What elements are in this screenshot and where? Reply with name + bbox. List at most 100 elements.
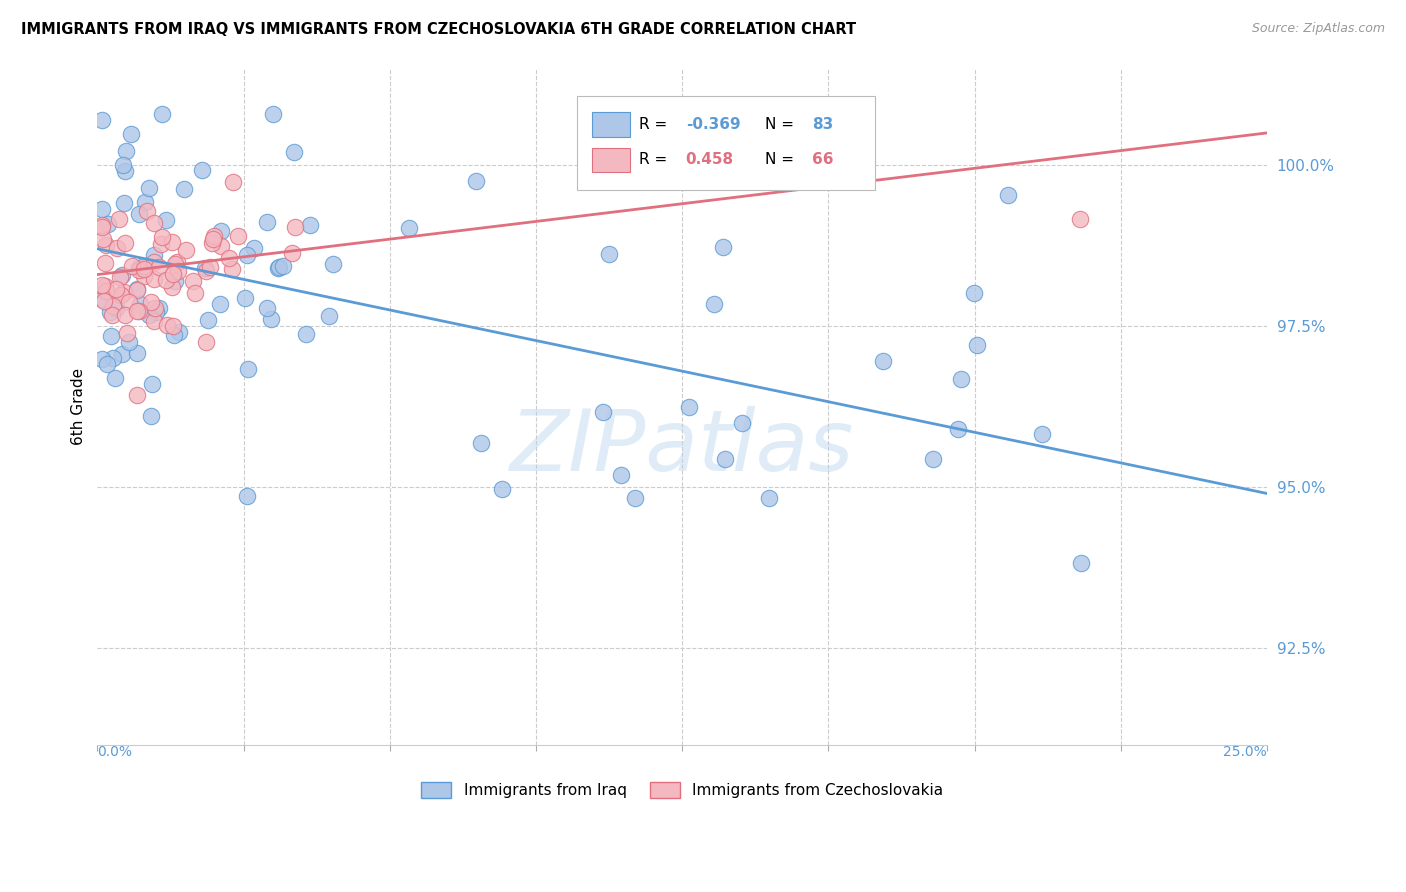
Point xyxy=(197,312,219,326)
Point xyxy=(91,352,114,367)
Point xyxy=(236,361,259,376)
Point xyxy=(592,404,614,418)
Point xyxy=(243,240,266,254)
Point xyxy=(922,452,945,467)
Point xyxy=(145,305,167,319)
Point xyxy=(125,304,148,318)
Point xyxy=(202,228,225,243)
Point xyxy=(160,235,183,249)
Text: IMMIGRANTS FROM IRAQ VS IMMIGRANTS FROM CZECHOSLOVAKIA 6TH GRADE CORRELATION CHA: IMMIGRANTS FROM IRAQ VS IMMIGRANTS FROM … xyxy=(21,22,856,37)
Text: 25.0%: 25.0% xyxy=(1223,745,1267,758)
Point xyxy=(111,268,134,282)
Point xyxy=(125,346,148,360)
Point xyxy=(91,277,114,292)
Point xyxy=(949,372,972,386)
Point xyxy=(121,259,143,273)
Point xyxy=(295,327,318,342)
Point xyxy=(758,491,780,506)
Point xyxy=(198,260,221,274)
Point xyxy=(470,435,492,450)
Point xyxy=(156,318,179,333)
Point xyxy=(132,259,155,273)
Point xyxy=(94,285,117,299)
Point xyxy=(201,232,224,246)
Point xyxy=(128,263,150,277)
Point xyxy=(298,218,321,232)
Point xyxy=(283,145,305,159)
Y-axis label: 6th Grade: 6th Grade xyxy=(72,368,86,445)
Point xyxy=(101,308,124,322)
Point xyxy=(946,421,969,435)
Point xyxy=(91,292,114,306)
Point xyxy=(872,354,894,368)
Point xyxy=(226,229,249,244)
Point xyxy=(191,163,214,178)
Point xyxy=(163,274,186,288)
Point xyxy=(142,255,165,269)
Point xyxy=(128,303,150,318)
Point xyxy=(233,291,256,305)
Point xyxy=(731,416,754,430)
Point xyxy=(91,113,114,128)
Point xyxy=(103,351,125,366)
Point xyxy=(262,106,284,120)
Point xyxy=(101,299,124,313)
Point xyxy=(148,260,170,275)
Point xyxy=(114,309,136,323)
Point xyxy=(100,329,122,343)
Point xyxy=(112,196,135,211)
Text: -0.369: -0.369 xyxy=(686,117,741,132)
Text: R =: R = xyxy=(638,153,676,168)
Point xyxy=(134,262,156,277)
Point xyxy=(713,451,735,466)
Point xyxy=(138,308,160,322)
Point xyxy=(114,164,136,178)
Point xyxy=(111,347,134,361)
Point xyxy=(271,259,294,273)
Point xyxy=(91,220,114,235)
Point xyxy=(91,218,114,232)
Point xyxy=(139,295,162,310)
Point xyxy=(150,230,173,244)
Point xyxy=(281,246,304,260)
Point xyxy=(181,274,204,288)
Point xyxy=(166,254,188,268)
Point xyxy=(91,202,114,216)
Point xyxy=(105,241,128,255)
Point xyxy=(284,220,307,235)
Point xyxy=(1069,212,1091,227)
Point xyxy=(194,261,217,276)
Point xyxy=(160,279,183,293)
Point xyxy=(167,326,190,340)
Point xyxy=(94,238,117,252)
Point xyxy=(236,489,259,503)
Point xyxy=(108,212,131,227)
Point xyxy=(128,261,150,276)
Point xyxy=(162,267,184,281)
FancyBboxPatch shape xyxy=(576,95,875,190)
Point xyxy=(218,251,240,265)
Point xyxy=(97,217,120,231)
Text: ZIPatlas: ZIPatlas xyxy=(510,406,855,489)
Point xyxy=(209,224,232,238)
Legend: Immigrants from Iraq, Immigrants from Czechoslovakia: Immigrants from Iraq, Immigrants from Cz… xyxy=(415,776,949,805)
Point xyxy=(166,264,188,278)
Point xyxy=(120,127,142,141)
Point xyxy=(598,246,620,260)
Point xyxy=(135,204,157,219)
Text: 0.458: 0.458 xyxy=(686,153,734,168)
Point xyxy=(118,334,141,349)
Text: N =: N = xyxy=(765,153,799,168)
Point xyxy=(267,261,290,276)
Point xyxy=(128,207,150,221)
Point xyxy=(127,282,149,296)
Point xyxy=(91,232,114,246)
Point xyxy=(256,301,278,315)
Point xyxy=(141,409,163,423)
Point xyxy=(142,216,165,230)
Point xyxy=(114,144,136,158)
Point xyxy=(465,174,488,188)
Point xyxy=(138,181,160,195)
Point xyxy=(173,182,195,196)
Point xyxy=(966,337,988,351)
